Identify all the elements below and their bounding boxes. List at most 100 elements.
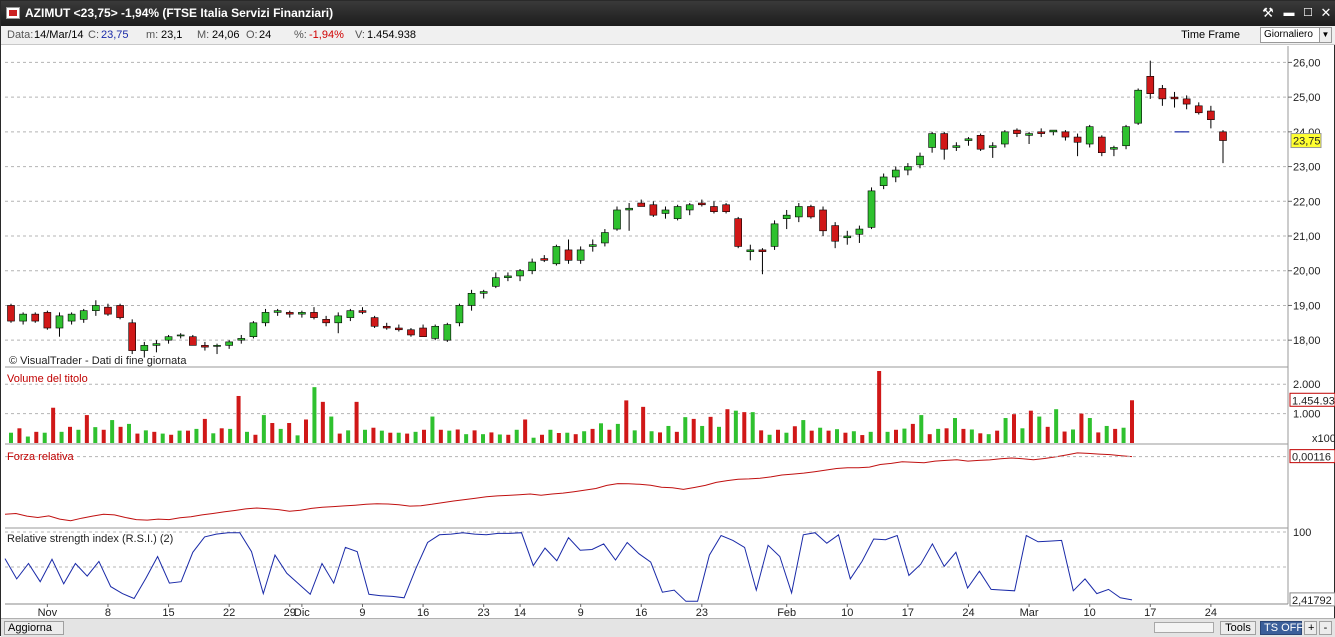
candle-body <box>7 305 15 322</box>
volume-bar <box>599 423 603 443</box>
x-tick-label: 16 <box>417 607 429 619</box>
tools-button[interactable]: Tools <box>1220 621 1256 635</box>
candle-body <box>1013 129 1021 134</box>
price-tick-label: 21,00 <box>1293 231 1321 243</box>
volume-bar <box>683 417 688 443</box>
zoom-out-button[interactable]: - <box>1319 621 1332 635</box>
volume-bar <box>995 430 1000 443</box>
candle-body <box>1025 133 1033 136</box>
candle-body <box>358 310 367 313</box>
candle-body <box>322 319 330 324</box>
volume-bar <box>118 426 123 443</box>
x-tick-label: 16 <box>635 607 647 619</box>
candle-body <box>1158 88 1167 100</box>
volume-bar <box>186 430 190 443</box>
volume-bar <box>877 371 882 443</box>
chart-scrollbar[interactable] <box>1154 622 1214 633</box>
volume-bar <box>228 428 233 443</box>
volume-bar <box>792 426 797 443</box>
price-tick-label: 18,00 <box>1293 335 1321 347</box>
candle-body <box>964 138 973 141</box>
candle-body <box>273 310 282 313</box>
volume-bar <box>927 434 932 443</box>
minimize-icon[interactable]: ▬ <box>1283 7 1295 19</box>
candle-body <box>952 145 961 148</box>
chart-app-icon <box>6 7 20 19</box>
candle-body <box>285 312 294 315</box>
zoom-in-button[interactable]: + <box>1304 621 1317 635</box>
candle-body <box>31 313 40 322</box>
candle-body <box>67 313 76 322</box>
candle-body <box>867 190 876 228</box>
candle-body <box>576 249 585 261</box>
volume-bar <box>523 419 528 443</box>
volume-bar <box>725 409 730 443</box>
volume-bar <box>388 432 393 443</box>
volume-bar <box>110 420 115 443</box>
volume-bar <box>422 429 426 443</box>
volume-bar <box>944 428 949 443</box>
volume-bar <box>641 406 646 443</box>
candle-body <box>128 322 136 351</box>
timeframe-select[interactable]: Giornaliero ▼ <box>1260 27 1332 43</box>
x-tick-label: 14 <box>514 607 526 619</box>
volume-bar <box>607 429 612 443</box>
volume-bar <box>565 432 570 443</box>
candle-body <box>625 207 633 211</box>
candle-body <box>1085 126 1094 145</box>
candle-body <box>1037 131 1045 134</box>
candle-body <box>55 315 64 329</box>
volume-bar <box>843 432 848 443</box>
watermark: © VisualTrader - Dati di fine giornata <box>9 355 187 367</box>
x-tick-label: 24 <box>1205 607 1217 619</box>
candle-body <box>249 322 258 337</box>
price-tick-label: 22,00 <box>1293 196 1321 208</box>
volume-bar <box>143 430 148 443</box>
candle-body <box>43 312 52 329</box>
last-price-label: 23,75 <box>1293 136 1321 148</box>
refresh-button[interactable]: Aggiorna <box>4 621 64 635</box>
volume-bar <box>25 436 30 443</box>
volume-bar <box>674 431 679 443</box>
candle-body <box>588 244 597 247</box>
candle-body <box>904 166 912 171</box>
ts-off-button[interactable]: TS OFF <box>1260 621 1303 635</box>
volume-bar <box>211 433 216 443</box>
volume-bar <box>801 420 806 443</box>
price-tick-label: 19,00 <box>1293 300 1321 312</box>
volume-bar <box>371 427 376 443</box>
volume-bar <box>818 427 823 443</box>
chevron-down-icon[interactable]: ▼ <box>1319 28 1331 42</box>
close-value: 23,75 <box>101 29 129 41</box>
rs-last-label: 0,00116 <box>1292 452 1331 464</box>
candle-body <box>261 312 270 324</box>
relative-strength-title: Forza relativa <box>7 451 75 463</box>
pct-value: -1,94% <box>309 29 344 41</box>
close-icon[interactable]: ✕ <box>1320 5 1332 20</box>
candle-body <box>346 310 355 318</box>
candle-body <box>770 223 779 247</box>
volume-bar <box>506 434 511 443</box>
maximize-icon[interactable]: ☐ <box>1303 7 1313 19</box>
volume-bar <box>84 415 89 443</box>
candle-body <box>516 270 524 277</box>
volume-bar <box>481 434 485 443</box>
candle-body <box>1122 126 1130 147</box>
title-bar[interactable]: AZIMUT <23,75> -1,94% (FTSE Italia Servi… <box>1 1 1335 26</box>
price-tick-label: 26,00 <box>1293 57 1321 69</box>
volume-bar <box>910 423 915 443</box>
candle-body <box>613 209 621 230</box>
volume-bar <box>868 431 873 443</box>
candle-body <box>225 341 233 346</box>
x-tick-label: 8 <box>105 607 111 619</box>
volume-bar <box>953 418 957 443</box>
candle-body <box>395 327 403 331</box>
tools-wrench-icon[interactable]: ⚒ <box>1262 5 1274 20</box>
volume-bar <box>885 431 890 443</box>
volume-last-label: 1.454.938 <box>1292 395 1335 407</box>
candle-body <box>1194 105 1203 114</box>
candle-body <box>1073 136 1082 143</box>
volume-bar <box>1113 428 1118 443</box>
volume-bar <box>733 410 738 443</box>
